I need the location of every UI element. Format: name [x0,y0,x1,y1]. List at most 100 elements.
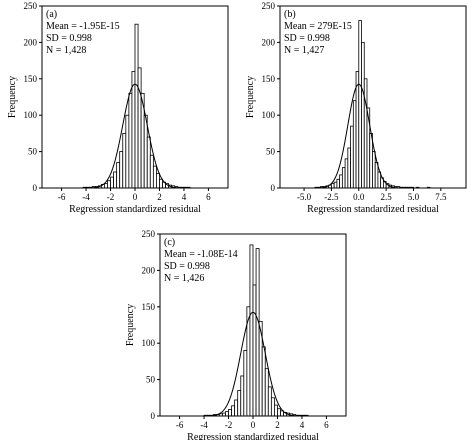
x-tick-label: -6 [58,192,66,202]
histogram-bar [137,67,142,189]
histogram-bar [249,244,254,417]
histogram-bar [336,178,341,189]
histogram-bar [333,181,338,189]
y-tick-label: 150 [262,74,276,84]
x-tick-label: -2.5 [324,192,339,202]
histogram-bar [234,399,239,417]
histogram-bar [372,151,376,189]
histogram-bar [270,397,275,417]
x-tick-label: -2 [107,192,115,202]
histogram-bar [350,125,354,189]
y-tick-label: 200 [262,37,276,47]
x-tick-label: 0 [133,192,138,202]
x-tick-label: 0.0 [353,192,365,202]
panel-label: (c) [164,237,175,248]
stat-line: Mean = 279E-15 [284,21,352,32]
y-axis-title: Frequency [125,304,136,346]
histogram-bar [347,147,351,189]
x-tick-label: -5.0 [297,192,312,202]
x-tick-label: 6 [324,420,329,430]
x-axis-title: Regression standardized residual [307,204,439,215]
y-tick-label: 0 [33,183,38,193]
histogram-bar [352,100,357,189]
histogram-bar [267,386,272,417]
histogram-bar [377,171,382,189]
x-tick-label: 4 [300,420,305,430]
histogram-bar [156,173,160,189]
histogram-bar [240,375,245,417]
histogram-bar [149,154,154,189]
histogram-bar [341,167,346,189]
histogram-bar [237,390,242,417]
stat-line: N = 1,426 [164,273,204,284]
stat-line: N = 1,428 [46,45,86,56]
histogram-bar [228,409,232,417]
y-tick-label: 100 [24,110,38,120]
histogram-bar [159,178,163,189]
x-tick-label: -6 [176,420,184,430]
x-tick-label: 0 [251,420,256,430]
y-axis-title: Frequency [7,76,18,118]
histogram-bar [261,346,266,417]
x-axis-title: Regression standardized residual [69,204,201,215]
y-tick-label: 250 [262,1,276,11]
histogram-bar [107,180,111,189]
histogram-bar [255,248,260,417]
panel-label: (b) [284,9,296,20]
histogram-bar [131,71,136,189]
x-tick-label: -4 [82,192,90,202]
y-tick-label: 100 [262,110,276,120]
histogram-bar [104,183,108,189]
histogram-bar [264,368,269,417]
plot-frame [279,5,467,189]
histogram-bar [116,162,121,189]
stat-line: SD = 0.998 [164,261,210,272]
stat-line: N = 1,427 [284,45,324,56]
histogram-bar [243,350,248,417]
histogram-bar [225,411,229,417]
x-tick-label: -2 [225,420,233,430]
histogram-bar [231,405,236,417]
histogram-bar [277,408,281,417]
y-tick-label: 50 [28,147,38,157]
y-tick-label: 0 [271,183,276,193]
y-tick-label: 50 [146,375,156,385]
x-tick-label: 2 [275,420,280,430]
y-tick-label: 150 [24,74,38,84]
x-tick-label: 6 [206,192,211,202]
histogram-bar [146,136,151,189]
y-tick-label: 250 [24,1,38,11]
histogram-bar [119,151,124,189]
y-tick-label: 0 [151,411,156,421]
stat-line: Mean = -1.95E-15 [46,21,120,32]
histogram-bar [110,176,114,189]
histogram-bar [369,132,373,189]
stat-line: SD = 0.998 [284,33,330,44]
y-tick-label: 100 [142,338,156,348]
y-tick-label: 50 [266,147,276,157]
histogram-bar [122,132,127,189]
x-tick-label: 4 [182,192,187,202]
histogram-bar [252,284,257,417]
y-tick-label: 150 [142,302,156,312]
y-tick-label: 200 [142,265,156,275]
x-axis-title: Regression standardized residual [187,432,319,440]
histogram-bar [274,404,278,417]
histogram-bar [128,92,133,189]
histogram-bar [374,162,379,189]
x-tick-label: -4 [200,420,208,430]
histogram-bar [361,42,365,189]
panel-label: (a) [46,9,57,20]
x-tick-label: 2 [157,192,162,202]
y-tick-label: 250 [142,229,156,239]
x-tick-label: 7.5 [435,192,447,202]
histogram-bar [134,23,139,189]
x-tick-label: 5.0 [408,192,420,202]
histogram-bar [355,71,360,189]
y-axis-title: Frequency [245,76,256,118]
histogram-bar [344,158,349,189]
histogram-bar [125,114,130,189]
histogram-bar [152,165,157,189]
histogram-bar [363,78,368,189]
